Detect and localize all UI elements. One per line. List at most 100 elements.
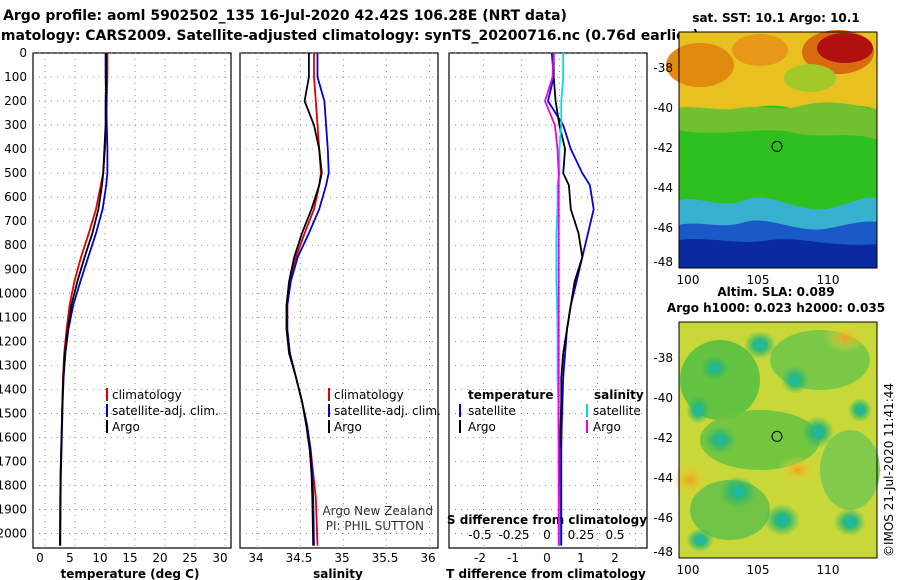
sla-low-patch (700, 410, 820, 470)
map-lat-tick: -44 (653, 471, 673, 485)
sal-tick: 35 (334, 551, 349, 565)
map-lat-tick: -38 (653, 351, 673, 365)
sal-tick: 36 (420, 551, 435, 565)
legend-label: satellite-adj. clim. (334, 404, 441, 418)
s-difference-label: S difference from climatology (447, 513, 647, 527)
legend-label: satellite (468, 404, 516, 418)
depth-tick: 0 (19, 46, 27, 60)
header-subtitle: Climatology: CARS2009. Satellite-adjuste… (0, 28, 699, 44)
s-diff-tick: 0 (543, 528, 551, 542)
depth-axis: 0 100 200 300 400 500 600 700 800 900 1000 1100 1200… (0, 46, 27, 541)
legend-label: Argo (112, 420, 140, 434)
depth-tick: 1400 (0, 382, 27, 396)
legend-title-temperature: temperature (468, 388, 553, 402)
sst-map-frame (678, 31, 878, 269)
sla-high-patch (778, 456, 818, 484)
sst-warm-patch (732, 34, 788, 66)
map-lat-tick: -42 (653, 431, 673, 445)
map-lon-tick: 110 (817, 273, 840, 287)
sla-low-patch (820, 430, 880, 510)
map-lat-tick: -46 (653, 511, 673, 525)
legend-label: climatology (112, 388, 182, 402)
temp-tick: 25 (182, 551, 197, 565)
sla-map-frame (678, 321, 878, 559)
difference-legend: temperature salinity satellite Argo sate… (459, 388, 644, 434)
temp-tick: 10 (92, 551, 107, 565)
depth-tick: 1200 (0, 334, 27, 348)
temperature-x-axis: 0 5 10 15 20 25 30 temperature (deg C) (36, 551, 227, 580)
sla-eddy (686, 528, 714, 552)
legend-label: satellite-adj. clim. (112, 404, 219, 418)
temperature-xlabel: temperature (deg C) (61, 567, 200, 580)
map-lat-tick: -48 (653, 545, 673, 559)
depth-tick: 700 (4, 214, 27, 228)
temp-tick: 30 (212, 551, 227, 565)
sst-warm-patch (666, 43, 734, 87)
salinity-series (285, 53, 330, 546)
depth-tick: 500 (4, 166, 27, 180)
temp-tick: 15 (122, 551, 137, 565)
diff-tick: 1 (577, 551, 585, 565)
depth-tick: 1300 (0, 358, 27, 372)
legend-title-salinity: salinity (594, 388, 644, 402)
depth-tick: 1600 (0, 430, 27, 444)
salinity-xlabel: salinity (313, 567, 363, 580)
series-line-s-argo (544, 53, 560, 546)
sla-map (672, 321, 880, 559)
sla-eddy (781, 366, 809, 394)
sla-eddy (686, 396, 710, 424)
difference-xlabel: T difference from climatology (446, 567, 646, 580)
diff-tick: -1 (507, 551, 519, 565)
sal-tick: 34 (248, 551, 263, 565)
sla-eddy (701, 356, 729, 380)
sst-green-patch (784, 64, 836, 92)
map-lon-tick: 110 (817, 563, 840, 577)
temp-tick: 5 (66, 551, 74, 565)
map-lat-tick: -44 (653, 181, 673, 195)
depth-tick: 1800 (0, 479, 27, 493)
depth-tick: 800 (4, 238, 27, 252)
series-line-t-satellite (547, 53, 595, 546)
sst-map-title: sat. SST: 10.1 Argo: 10.1 (692, 11, 859, 25)
legend-label: satellite (593, 404, 641, 418)
sla-high-patch (672, 462, 708, 498)
sla-eddy (744, 331, 776, 359)
temp-tick: 0 (36, 551, 44, 565)
map-lat-tick: -40 (653, 391, 673, 405)
temperature-panel (32, 52, 232, 549)
depth-tick: 1100 (0, 310, 27, 324)
difference-panel (448, 52, 648, 549)
sst-map-axes: -38 -40 -42 -44 -46 -48 100 105 110 (653, 61, 839, 287)
depth-tick: 300 (4, 118, 27, 132)
diff-tick: 2 (611, 551, 619, 565)
s-diff-tick: -0.25 (498, 528, 529, 542)
depth-tick: 1000 (0, 286, 27, 300)
salinity-panel (239, 52, 439, 549)
map-lat-tick: -40 (653, 101, 673, 115)
sal-tick: 35.5 (372, 551, 399, 565)
depth-tick: 200 (4, 94, 27, 108)
temperature-legend: climatology satellite-adj. clim. Argo (106, 388, 219, 434)
depth-tick: 900 (4, 262, 27, 276)
salinity-legend: climatology satellite-adj. clim. Argo Ar… (322, 388, 441, 533)
legend-label: Argo (334, 420, 362, 434)
s-diff-tick: 0.5 (605, 528, 624, 542)
map-lon-tick: 105 (747, 563, 770, 577)
map-lon-tick: 100 (677, 273, 700, 287)
sst-coldest-band (679, 239, 877, 268)
sla-eddy (834, 508, 866, 536)
depth-tick: 400 (4, 142, 27, 156)
float-owner: Argo New Zealand (322, 504, 433, 518)
depth-tick: 600 (4, 190, 27, 204)
s-diff-tick: -0.5 (468, 528, 491, 542)
difference-series (544, 53, 595, 546)
float-location-marker (771, 140, 783, 152)
sla-map-subtitle: Argo h1000: 0.023 h2000: 0.035 (667, 301, 885, 315)
sla-high-patch (823, 324, 867, 352)
map-lat-tick: -42 (653, 141, 673, 155)
float-location-marker (771, 430, 783, 442)
s-diff-tick: 0.25 (568, 528, 595, 542)
temp-tick: 20 (152, 551, 167, 565)
sst-hot-patch (817, 33, 873, 63)
